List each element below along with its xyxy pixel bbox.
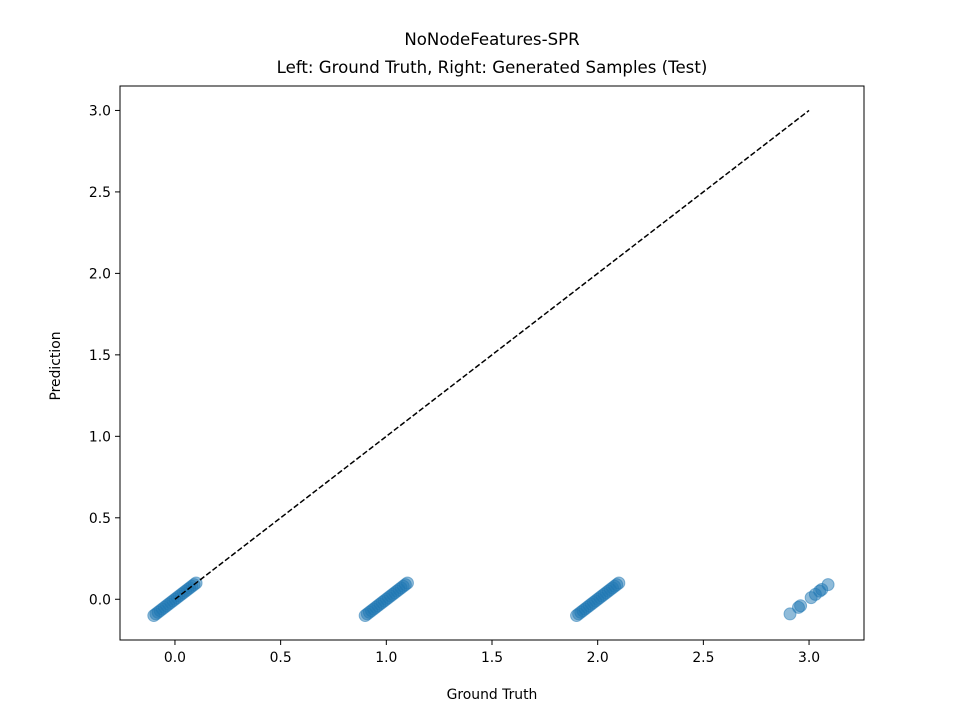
y-tick-label: 1.5 (89, 348, 111, 364)
x-axis-label: Ground Truth (447, 687, 538, 703)
y-tick-label: 2.0 (89, 266, 111, 282)
y-axis-label: Prediction (48, 331, 64, 400)
plot-area: 0.0 0.5 1.0 1.5 2.0 2.5 3.0 0.0 0.5 1.0 1.5 2.0 2.5 3… (89, 85, 865, 666)
y-tick-label: 1.0 (89, 429, 111, 445)
data-point (612, 576, 626, 590)
data-point (794, 599, 808, 613)
x-tick-label: 3.0 (798, 650, 820, 666)
chart-title: NoNodeFeatures-SPR (404, 30, 580, 49)
x-tick-label: 2.5 (692, 650, 714, 666)
chart-subtitle: Left: Ground Truth, Right: Generated Sam… (277, 58, 708, 77)
x-tick-label: 0.5 (270, 650, 292, 666)
x-tick-label: 0.0 (164, 650, 186, 666)
reference-line (174, 109, 810, 600)
y-tick-label: 0.5 (89, 511, 111, 527)
data-point (821, 578, 835, 592)
x-tick-label: 2.0 (587, 650, 609, 666)
y-tick-label: 2.5 (89, 185, 111, 201)
y-tick-label: 0.0 (89, 592, 111, 608)
x-tick-label: 1.5 (481, 650, 503, 666)
y-tick-label: 3.0 (89, 103, 111, 119)
x-tick-label: 1.0 (375, 650, 397, 666)
data-point (400, 576, 414, 590)
